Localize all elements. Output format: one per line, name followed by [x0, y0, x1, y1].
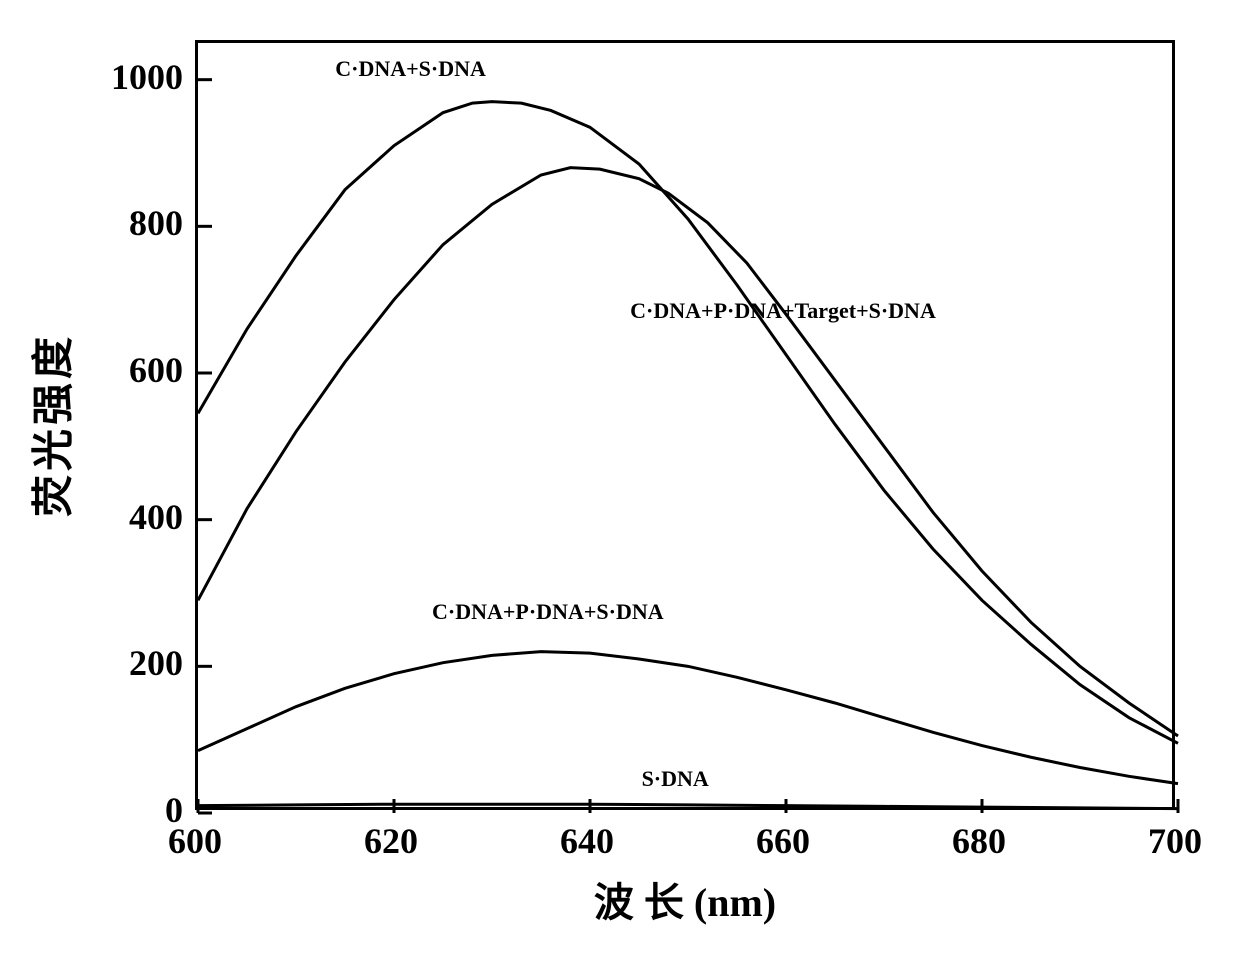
plot-svg: [198, 43, 1178, 813]
series-label: S·DNA: [642, 766, 709, 792]
y-tick-label: 600: [129, 349, 183, 391]
x-tick-label: 700: [1148, 820, 1202, 862]
series-line-s-dna: [198, 804, 1178, 808]
fluorescence-chart: 荧光强度 波 长 (nm) C·DNA+S·DNA C·DNA+P·DNA+Tar…: [0, 0, 1240, 963]
series-line-c-dna-s-dna: [198, 102, 1178, 744]
y-tick-label: 400: [129, 496, 183, 538]
y-axis-label: 荧光强度: [20, 333, 81, 517]
y-tick-label: 1000: [111, 56, 183, 98]
x-tick-label: 640: [560, 820, 614, 862]
series-line-c-dna-p-dna-s-dna: [198, 652, 1178, 784]
plot-area: [195, 40, 1175, 810]
series-line-c-dna-p-dna-target-s-dna: [198, 168, 1178, 736]
series-label: C·DNA+P·DNA+S·DNA: [432, 599, 664, 625]
y-tick-label: 200: [129, 642, 183, 684]
series-label: C·DNA+P·DNA+Target+S·DNA: [630, 298, 936, 324]
x-axis-label: 波 长 (nm): [594, 870, 776, 928]
y-tick-label: 0: [165, 789, 183, 831]
y-tick-label: 800: [129, 202, 183, 244]
x-tick-label: 660: [756, 820, 810, 862]
x-tick-label: 680: [952, 820, 1006, 862]
series-label: C·DNA+S·DNA: [335, 56, 486, 82]
x-tick-label: 620: [364, 820, 418, 862]
